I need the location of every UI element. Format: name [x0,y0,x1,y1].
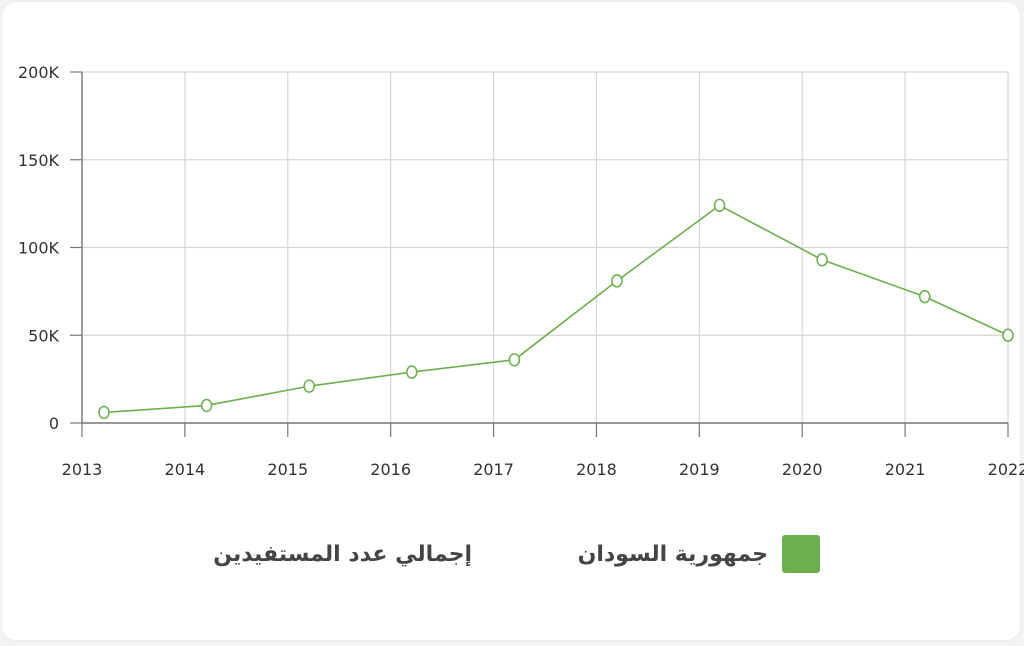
y-tick-label: 200K [18,63,60,82]
y-tick-label: 100K [18,239,60,258]
x-tick-label: 2013 [62,460,103,479]
x-tick-label: 2014 [165,460,206,479]
x-tick-label: 2018 [576,460,617,479]
legend-series-label: جمهورية السودان [577,541,768,567]
legend-metric: إجمالي عدد المستفيدين [213,532,472,576]
data-point [200,398,213,413]
legend-metric-label: إجمالي عدد المستفيدين [213,541,472,567]
data-point [611,274,623,288]
x-tick-label: 2022 [988,460,1024,479]
data-point [98,405,110,420]
x-tick-label: 2019 [679,460,720,479]
data-point [406,365,418,379]
legend-series[interactable]: جمهورية السودان [578,532,820,576]
legend-swatch [782,535,820,573]
x-tick-label: 2021 [885,460,926,479]
x-tick-label: 2017 [473,460,514,479]
data-point [508,353,521,367]
data-point [918,289,931,304]
x-tick-label: 2016 [370,460,411,479]
data-point [713,198,726,213]
data-point [303,379,315,393]
y-tick-label: 0 [49,414,59,433]
series-line [103,204,1009,414]
data-point [1002,328,1014,342]
y-tick-label: 50K [28,326,59,345]
y-tick-label: 150K [18,151,60,170]
x-tick-label: 2020 [782,460,823,479]
data-point [816,253,828,267]
x-tick-label: 2015 [267,460,308,479]
